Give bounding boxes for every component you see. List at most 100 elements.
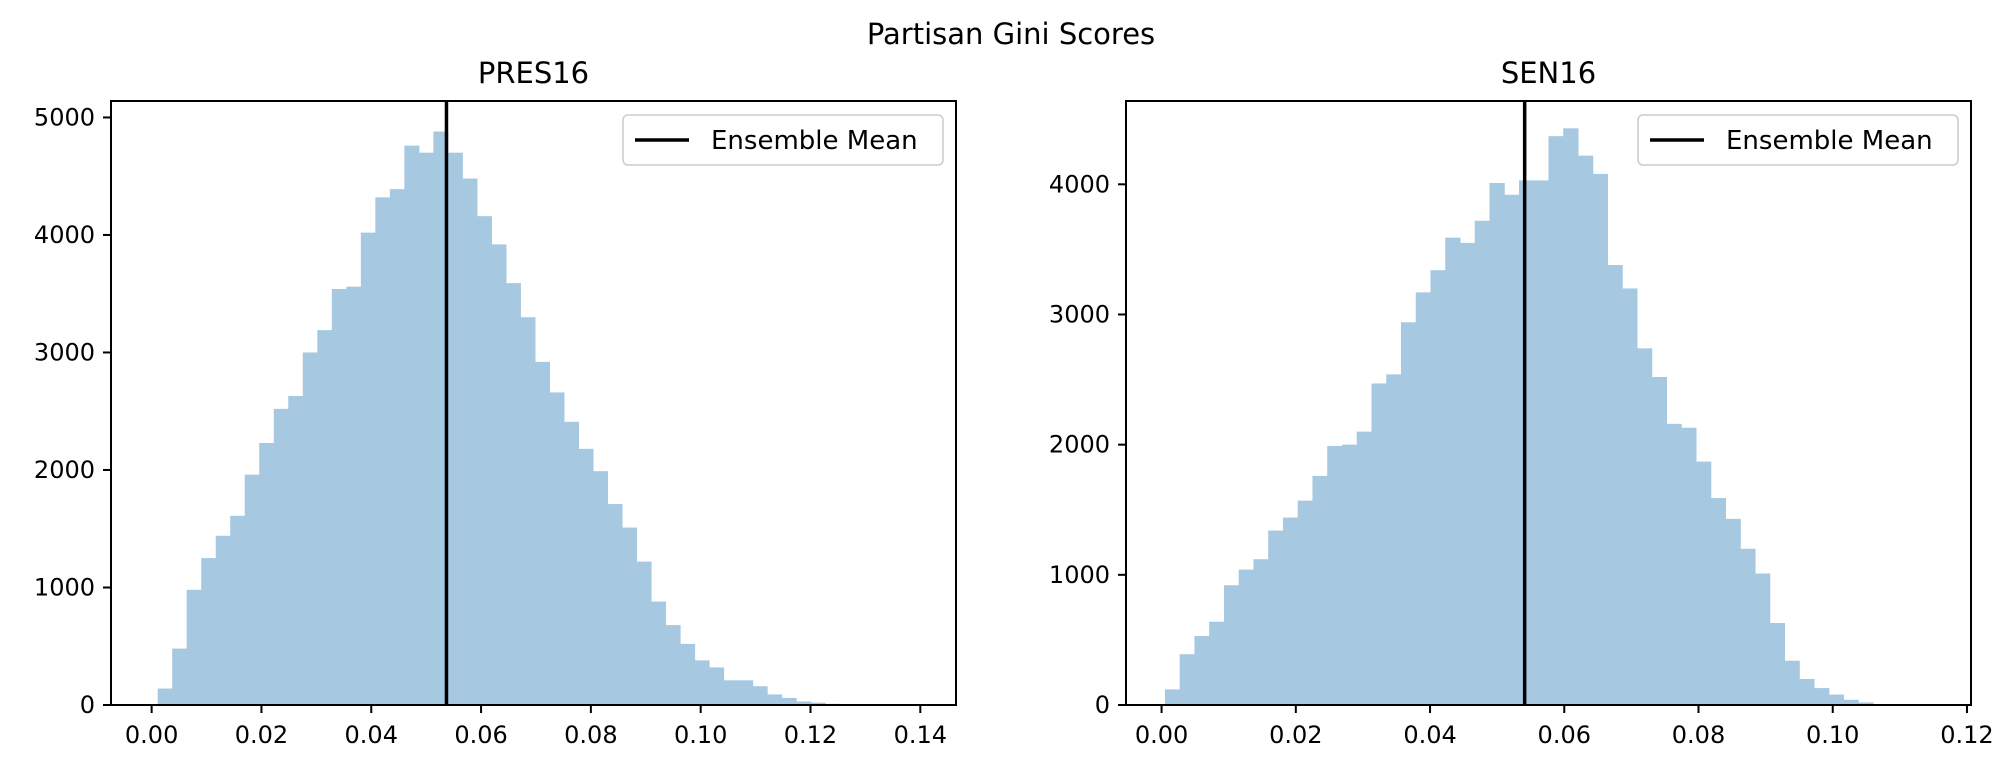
histogram-bar (781, 697, 797, 705)
histogram-bar (1194, 636, 1210, 705)
histogram-bar (1696, 461, 1712, 705)
x-tick-label: 0.08 (564, 721, 617, 749)
y-tick-label: 0 (80, 691, 95, 719)
subplot-sen16: 0.00 0.02 0.04 0.06 0.08 0.10 0.12 0 1000 2000 300… (1049, 56, 1994, 749)
histogram-bar (1548, 136, 1564, 705)
x-tick-label: 0.12 (1940, 721, 1993, 749)
histogram-bar (1445, 237, 1461, 705)
histogram-bar (694, 660, 710, 705)
histogram-bar (1253, 559, 1269, 705)
histogram-bars (1164, 128, 1874, 706)
y-tick-label: 4000 (1049, 170, 1110, 198)
histogram-bar (1356, 431, 1372, 705)
y-tick-label: 1000 (1049, 561, 1110, 589)
histogram-bar (520, 317, 536, 705)
histogram-bar (578, 448, 594, 705)
histogram-bar (1179, 654, 1195, 705)
histogram-bar (476, 216, 492, 705)
x-tick-label: 0.06 (1538, 721, 1591, 749)
y-tick-label: 3000 (1049, 300, 1110, 328)
figure-suptitle: Partisan Gini Scores (867, 17, 1155, 51)
subplot-pres16: 0.00 0.02 0.04 0.06 0.08 0.10 0.12 0.14 0 1000 200… (34, 56, 957, 749)
histogram-bar (389, 189, 405, 705)
histogram-bar (302, 352, 318, 705)
x-tick-label: 0.10 (1806, 721, 1859, 749)
histogram-bar (331, 289, 347, 705)
histogram-bar (1784, 660, 1800, 705)
histogram-bar (738, 680, 754, 705)
histogram-bar (1710, 498, 1727, 705)
histogram-bar (1312, 475, 1328, 705)
histogram-bar (1563, 128, 1579, 706)
x-tick-label: 0.02 (235, 721, 288, 749)
histogram-bar (447, 152, 463, 705)
legend-label: Ensemble Mean (711, 126, 918, 156)
histogram-bar (346, 286, 362, 705)
legend: Ensemble Mean (622, 114, 944, 166)
histogram-bar (186, 589, 202, 705)
histogram-bar (201, 558, 217, 705)
x-tick-label: 0.06 (454, 721, 507, 749)
histogram-bar (1400, 322, 1417, 705)
histogram-bar (462, 178, 478, 705)
y-tick-label: 4000 (34, 221, 95, 249)
histogram-bar (433, 131, 449, 706)
histogram-bar (1489, 183, 1505, 705)
subplot-title: PRES16 (478, 56, 589, 90)
x-tick-label: 0.00 (1135, 721, 1188, 749)
x-tick-label: 0.08 (1672, 721, 1725, 749)
legend-frame (622, 114, 944, 166)
histogram-bar (1843, 699, 1859, 705)
histogram-bar (1209, 621, 1225, 705)
y-tick-label: 1000 (34, 573, 95, 601)
histogram-bar (665, 625, 681, 705)
histogram-bar (1297, 500, 1313, 705)
histogram-bar (549, 392, 565, 705)
x-tick-label: 0.02 (1269, 721, 1322, 749)
histogram-bar (1268, 530, 1284, 705)
histogram-bar (1592, 173, 1608, 705)
x-tick-label: 0.14 (894, 721, 947, 749)
histogram-bar (593, 471, 609, 705)
histogram-bar (1577, 155, 1594, 706)
histogram-bar (172, 648, 188, 705)
axes-frame (110, 100, 957, 706)
histogram-bar (1386, 374, 1402, 705)
histogram-bar (636, 561, 652, 705)
histogram-bar (259, 442, 275, 705)
histogram-bar (1637, 348, 1653, 705)
histogram-bar (709, 667, 725, 705)
histogram-bar (1223, 585, 1240, 705)
histogram-bar (1666, 423, 1682, 705)
histogram-bar (1799, 678, 1815, 705)
histogram-bar (723, 680, 739, 705)
histogram-bar (375, 197, 391, 706)
histogram-bar (1371, 383, 1387, 705)
histogram-bar (1327, 445, 1343, 705)
y-tick-label: 2000 (34, 456, 95, 484)
histogram-bar (1769, 622, 1786, 705)
y-tick-label: 0 (1095, 691, 1110, 719)
histogram-bar (1681, 427, 1697, 705)
histogram-bar (1474, 220, 1490, 705)
x-tick-label: 0.00 (125, 721, 178, 749)
histogram-bar (1430, 270, 1446, 705)
y-tick-label: 3000 (34, 338, 95, 366)
histogram-bar (360, 232, 376, 706)
histogram-bar (1518, 180, 1535, 705)
histogram-bar (651, 601, 667, 705)
histogram-bar (230, 515, 246, 705)
histogram-bar (622, 527, 638, 705)
x-tick-label: 0.10 (674, 721, 727, 749)
x-tick-label: 0.04 (1403, 721, 1456, 749)
histogram-bar (505, 283, 521, 705)
histogram-bar (1740, 548, 1756, 705)
histogram-bar (1725, 518, 1741, 705)
axes-frame (1125, 100, 1972, 706)
subplot-title: SEN16 (1501, 56, 1596, 90)
histogram-bar (273, 408, 289, 705)
histogram-bar (1858, 702, 1874, 705)
histogram-bar (1622, 288, 1638, 705)
histogram-bar (404, 145, 420, 705)
